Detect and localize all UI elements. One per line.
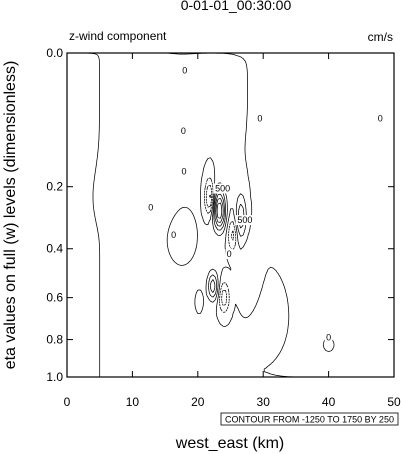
y-tick-label: 0.4 [46,242,63,256]
y-axis-label: eta values on full (w) levels (dimension… [2,61,19,370]
left-string: z-wind component [69,29,167,43]
x-axis: 0 10 20 30 40 50 [64,53,401,409]
contour-label: 0 [148,202,153,212]
plot-title: 0-01-01_00:30:00 [181,0,292,13]
y-tick-label: 0.8 [46,333,63,347]
x-tick-label: 20 [191,395,205,409]
contour-label-bg [179,125,188,136]
contour-labels: 0 0 0 0 0 0 0 0 0 500 500 [146,65,385,343]
y-axis: 0.0 0.2 0.4 0.6 0.8 1.0 [46,46,394,384]
contour-label: 0 [257,114,262,124]
contour-label-bg [213,183,233,194]
y-tick-label: 1.0 [46,370,63,384]
contour-line-250 [194,182,247,314]
contour-label: 0 [182,166,187,176]
contour-label: 0 [227,249,232,259]
contour-info-box [220,412,399,426]
contour-line-1000 [215,197,224,223]
contour-label: 0 [181,126,186,136]
contour-label: 0 [182,66,187,76]
contour-line-750 [210,193,225,293]
contour-label: 500 [237,215,252,225]
x-tick-label: 40 [322,395,336,409]
contour-line--750 [208,194,211,198]
units-label: cm/s [368,30,393,44]
contour-lines [67,52,368,378]
contour-label: 0 [171,230,176,240]
x-axis-label: west_east (km) [175,435,284,452]
y-tick-label: 0.0 [46,46,63,60]
contour-label: 500 [215,184,230,194]
x-tick-label: 0 [64,395,71,409]
contour-label-bg [256,113,264,124]
x-tick-label: 10 [126,395,140,409]
y-tick-label: 0.2 [46,180,63,194]
contour-label-bg [169,229,178,240]
plot-frame [66,52,395,378]
contour-label-bg [235,215,255,226]
contour-line--250 [204,177,237,313]
x-tick-label: 30 [257,395,271,409]
contour-label-bg [225,249,233,260]
x-tick-label: 50 [387,395,401,409]
contour-info-text: CONTOUR FROM -1250 TO 1750 BY 250 [225,415,394,425]
contour-label: 0 [378,114,383,124]
contour-label-bg [146,202,155,213]
y-tick-label: 0.6 [46,291,63,305]
contour-label-bg [180,65,189,76]
contour-line--500 [205,184,234,306]
contour-label-bg [180,166,188,177]
contour-label-bg [376,113,385,124]
contour-label-bg [324,332,333,343]
contour-label: 0 [326,333,331,343]
contour-line-1250 [216,202,223,219]
